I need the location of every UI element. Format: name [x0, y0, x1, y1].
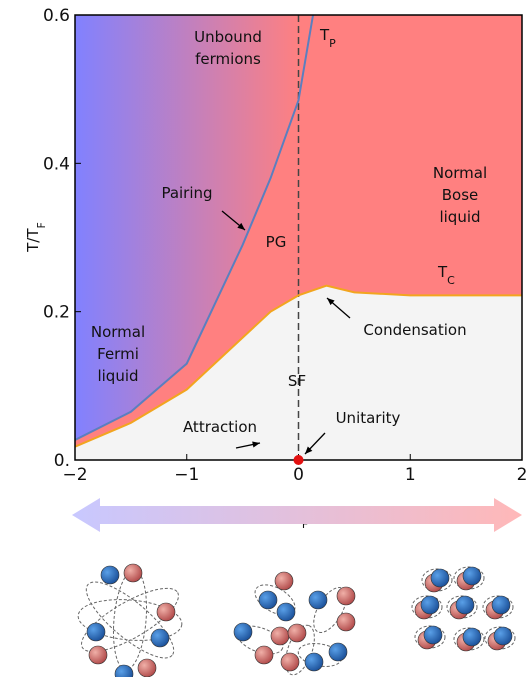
arrow-head — [252, 441, 260, 448]
particle — [455, 595, 475, 615]
particle — [150, 628, 170, 648]
particle — [123, 563, 143, 583]
particle — [336, 586, 356, 606]
particle — [420, 595, 440, 615]
y-tick-label: 0.4 — [43, 154, 70, 174]
particle — [137, 658, 157, 678]
particle — [336, 612, 356, 632]
arrow-head — [305, 446, 313, 454]
annotation: Unbound — [194, 28, 262, 46]
annotation: PG — [266, 233, 287, 251]
particle — [86, 622, 106, 642]
annotation: Attraction — [183, 418, 257, 436]
particle — [491, 595, 511, 615]
y-axis-title: T/TF — [24, 222, 48, 253]
particle — [308, 590, 328, 610]
y-axis-title-part: T/T — [24, 228, 42, 253]
particle — [304, 652, 324, 672]
fermi-region — [75, 15, 314, 440]
y-tick-label: 0. — [54, 451, 70, 471]
curve-label-part: C — [447, 274, 455, 287]
particle — [254, 645, 274, 665]
annotation: Normal — [91, 323, 145, 341]
particle — [462, 627, 482, 647]
x-tick-label: 0 — [293, 465, 304, 485]
particle — [88, 645, 108, 665]
x-tick-label: 2 — [517, 465, 526, 485]
particle — [258, 590, 278, 610]
crossover-arrow — [72, 498, 522, 532]
particle — [114, 664, 134, 681]
y-tick-label: 0.6 — [43, 6, 70, 26]
annotation: fermions — [195, 50, 261, 68]
particle — [430, 568, 450, 588]
particle — [156, 602, 176, 622]
arrow-head — [237, 222, 245, 230]
curve-label-part: T — [437, 263, 448, 281]
curve-label-part: T — [319, 26, 330, 44]
curve — [75, 15, 315, 441]
annotation: Fermi — [97, 345, 139, 363]
annotation: Unitarity — [336, 409, 401, 427]
arrow-head — [327, 298, 335, 306]
particle — [328, 642, 348, 662]
annotation: Normal — [433, 164, 487, 182]
annotation: Bose — [442, 186, 479, 204]
annotation: liquid — [439, 208, 480, 226]
x-tick-label: −1 — [174, 465, 199, 485]
x-tick-label: 1 — [405, 465, 416, 485]
y-axis-title-part: F — [35, 222, 48, 228]
particle — [276, 602, 296, 622]
particle — [493, 626, 513, 646]
particle — [274, 571, 294, 591]
particle — [280, 652, 300, 672]
unitarity-point — [293, 455, 304, 465]
particle — [287, 623, 307, 643]
particle — [423, 625, 443, 645]
particle — [100, 565, 120, 585]
curve — [75, 284, 522, 448]
y-tick-label: 0.2 — [43, 303, 70, 323]
curve-label: TP — [319, 26, 336, 50]
annotation: Condensation — [363, 321, 466, 339]
particle — [270, 626, 290, 646]
annotation: Pairing — [161, 184, 212, 202]
curve-label: TC — [437, 263, 455, 287]
particles — [86, 563, 516, 681]
annotation: SF — [288, 372, 306, 390]
x-tick-label: −2 — [62, 465, 87, 485]
marks: −2−10120.0.20.40.6T/TF1/kFaBCSBECTPTCUnb… — [24, 6, 526, 531]
annotation: liquid — [97, 367, 138, 385]
particle — [233, 622, 253, 642]
curve-label-part: P — [329, 37, 336, 50]
particle — [462, 566, 482, 586]
